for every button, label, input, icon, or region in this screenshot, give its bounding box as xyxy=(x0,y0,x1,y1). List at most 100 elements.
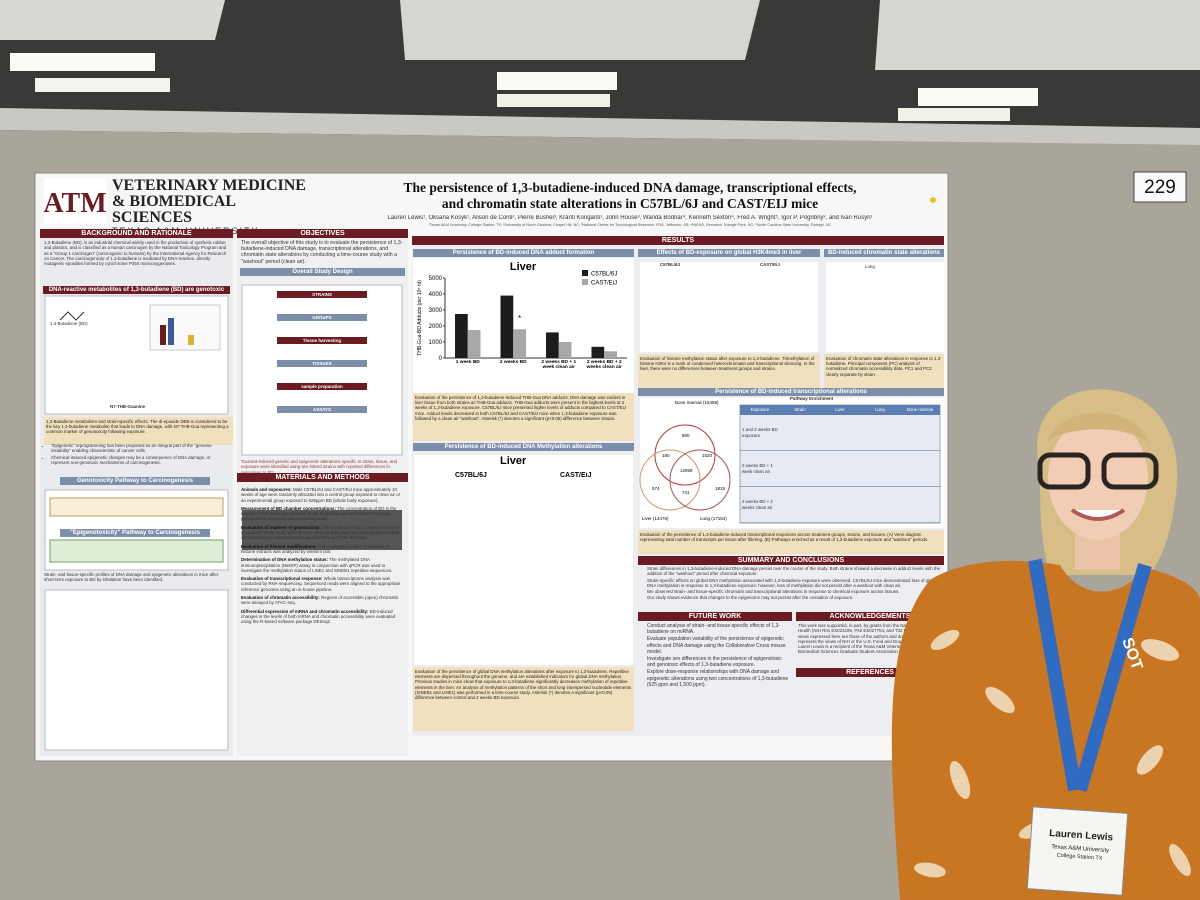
venn-set-label: Bone marrow (15459) xyxy=(675,400,719,405)
section-heading: BACKGROUND AND RATIONALE xyxy=(40,229,233,238)
bullet-list: Conduct analysis of strain- and tissue-s… xyxy=(640,623,790,718)
figure-label: N7-THB-Guanine xyxy=(110,404,146,409)
board-frame xyxy=(0,108,1200,145)
poster-title: The persistence of 1,3-butadiene-induced… xyxy=(320,180,940,212)
paragraph: Evaluation of transcriptional response: … xyxy=(241,576,404,592)
caption: Evaluation of the persistence of 1,3-but… xyxy=(413,393,634,441)
figure-title: Liver xyxy=(500,455,527,467)
annotation: * xyxy=(518,314,521,323)
design-step: TISSUES xyxy=(277,360,367,367)
venn-count: 1520 xyxy=(702,453,713,458)
venn-count: 12959 xyxy=(680,468,693,473)
table-header-cell: Liver xyxy=(835,407,845,413)
paragraph-text: Male C57BL/6J and CAST/EiJ mice approxim… xyxy=(241,487,401,503)
paragraph-text: BD-induced changes in the levels of both… xyxy=(241,608,396,625)
paragraph-lead: Evaluation of transcriptional response: xyxy=(241,576,323,582)
glasses xyxy=(1101,452,1159,490)
venn-set-label: Lung (17154) xyxy=(700,516,727,521)
ceiling-light xyxy=(918,88,1038,106)
x-tick-label: 2 weeks BD + 1 week clean air xyxy=(541,360,577,370)
background-section: BACKGROUND AND RATIONALE 1,3-Butadiene (… xyxy=(40,229,233,755)
x-tick-label: 2 weeks BD xyxy=(499,360,527,365)
paragraph: Determination of DNA methylation status:… xyxy=(241,557,404,573)
bar xyxy=(591,346,605,358)
ceiling-light xyxy=(10,53,155,71)
ceiling-light xyxy=(898,108,1010,121)
x-tick-label-box: 1 week BD xyxy=(455,360,480,365)
paragraph: Evaluation of histone modifications: The… xyxy=(241,544,404,555)
figure-label: Lung xyxy=(865,264,875,269)
paragraph-lead: Evaluation of histone modifications: xyxy=(241,543,317,549)
section-heading: REFERENCES xyxy=(796,668,944,677)
venn-count: 741 xyxy=(682,490,690,495)
design-step: ASSAYS xyxy=(277,406,367,413)
table-header-cell: Exposure xyxy=(750,407,770,413)
pathway-table xyxy=(739,404,941,524)
legend-label: C57BL/6J xyxy=(591,272,617,278)
table-header-cell: Lung xyxy=(875,407,885,413)
x-tick-label-box: 2 weeks BD + 1 week clean air xyxy=(541,360,577,370)
figure-label: 1,3-Butadiene (BD) xyxy=(50,321,88,326)
paragraph-text: Regions of accessible (open) chromatin w… xyxy=(241,595,399,606)
venn-count: 574 xyxy=(652,486,660,491)
section-heading: ACKNOWLEDGEMENTS xyxy=(796,612,944,621)
figure-bar xyxy=(188,335,194,345)
caption: 1,3-Butadiene metabolism and strain-spec… xyxy=(44,417,233,445)
paragraph: 1,3-Butadiene (BD), is an industrial che… xyxy=(44,240,227,267)
venn-circle xyxy=(669,449,731,511)
design-step: Tissue harvesting xyxy=(277,337,367,344)
venn-count: 1815 xyxy=(715,486,726,491)
photo xyxy=(242,510,402,550)
molecule xyxy=(59,311,85,321)
subheading: Overall Study Design xyxy=(240,267,405,276)
bar xyxy=(604,351,617,358)
chart-area xyxy=(413,258,634,393)
study-design xyxy=(241,284,403,456)
table-title: Pathway Enrichment xyxy=(790,396,834,401)
paragraph: Toxicant-induced genetic and epigenetic … xyxy=(241,459,397,475)
bullet: Our study shows evidence that changes to… xyxy=(647,595,940,600)
ceiling-light xyxy=(497,94,610,107)
subheading: DNA-reactive metabolites of 1,3-butadien… xyxy=(43,286,230,294)
paragraph: The overall objective of this study is t… xyxy=(241,240,403,265)
paragraph: Evaluation of markers of genotoxicity: T… xyxy=(241,525,404,541)
bullet: Investigate sex differences in the persi… xyxy=(647,656,790,668)
design-step: sample preparation xyxy=(277,383,367,390)
bullet: Strain-specific effects on global DNA me… xyxy=(647,578,940,589)
bar xyxy=(500,295,514,358)
x-tick-label: 1 week BD xyxy=(455,360,480,365)
figure xyxy=(826,262,944,352)
ceiling-panel xyxy=(875,0,1200,70)
bar xyxy=(546,332,559,358)
bullet: Conduct analysis of strain- and tissue-s… xyxy=(647,623,790,635)
paragraph-lead: Evaluation of markers of genotoxicity: xyxy=(241,524,321,530)
table-header-cell: Bone marrow xyxy=(906,407,934,413)
paragraph-text: Whole transcriptome analysis was conduct… xyxy=(241,576,401,592)
figure xyxy=(414,455,633,665)
venn-count: 180 xyxy=(662,453,670,458)
institution-line: VETERINARY MEDICINE xyxy=(112,178,306,194)
paragraph-lead: Evaluation of chromatin accessibility: xyxy=(241,595,320,601)
ceiling-panel xyxy=(400,0,760,60)
design-step: STRAINS xyxy=(277,291,367,298)
bullet: "Epigenetic" reprogramming has been prop… xyxy=(51,443,229,454)
institution-line: & BIOMEDICAL SCIENCES xyxy=(112,193,236,226)
ceiling-light xyxy=(497,72,617,90)
table-row: 2 weeks BD + 2 weeks clean air xyxy=(740,487,940,523)
panel-heading: Persistence of BD-induced DNA Methylatio… xyxy=(413,443,634,451)
panel-heading: Persistence of BD-induced transcriptiona… xyxy=(638,388,944,396)
objectives-section: OBJECTIVES The overall objective of this… xyxy=(237,229,408,755)
bullet: Explore dose-response relationships with… xyxy=(647,669,790,688)
venn-circle xyxy=(639,449,701,511)
glasses xyxy=(1037,452,1091,490)
figure xyxy=(640,262,818,352)
y-axis-label: THB-Gua-BD Adducts (per 10⁸ nt) xyxy=(417,280,423,356)
lanyard xyxy=(1028,558,1152,792)
figure-bar xyxy=(160,325,166,345)
logo-box xyxy=(44,178,106,224)
bar xyxy=(467,330,481,358)
venn-diagram: Bone marrow (15459) Liver (14476) Lung (17… xyxy=(640,398,740,528)
